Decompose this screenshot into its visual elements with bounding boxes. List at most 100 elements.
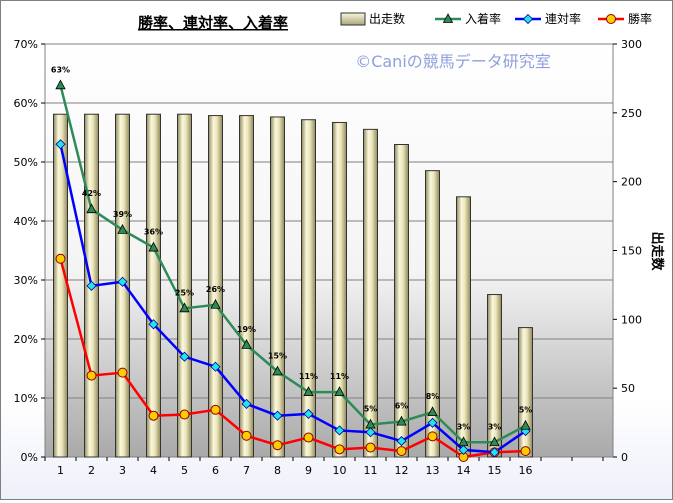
marker-triangle [55,79,66,90]
marker-diamond [148,319,159,330]
marker-diamond [117,276,128,287]
marker-triangle [365,418,376,429]
x-tick-label: 15 [488,464,502,477]
marker-diamond [365,427,376,438]
legend-label: 連対率 [545,11,581,26]
marker-diamond [86,280,97,291]
data-label: 39% [113,210,132,219]
bar [363,128,378,458]
data-label: 3% [488,422,502,431]
bar [146,113,161,458]
y-tick-label: 0% [21,451,38,464]
x-tick-label: 16 [519,464,533,477]
y2-tick-label: 250 [621,107,642,120]
marker-diamond [179,351,190,362]
line-series: 63% 42% 39% 36% 25% 26% 19% 15% 11% 11% 5% 6% 8% 3% 3%… [51,65,533,462]
y-tick-label: 60% [14,97,38,110]
marker-triangle [489,436,500,447]
data-label: 6% [395,402,409,411]
marker-triangle [427,406,438,417]
y2-tick-label: 50 [621,382,635,395]
data-label: 36% [144,228,163,237]
bar [487,294,502,458]
marker-circle [210,404,221,415]
marker-triangle [458,436,469,447]
bar [332,121,347,458]
bar [456,196,471,458]
legend-label: 勝率 [628,11,652,26]
data-label: 5% [364,405,378,414]
y-tick-label: 10% [14,392,38,405]
marker-circle [117,367,128,378]
y2-tick-label: 150 [621,245,642,258]
x-tick-label: 2 [88,464,95,477]
x-tick-label: 5 [181,464,188,477]
marker-diamond [458,444,469,455]
series-line [59,84,527,444]
marker-diamond [210,361,221,372]
data-label: 3% [457,422,471,431]
marker-triangle [179,302,190,313]
x-tick-label: 7 [243,464,250,477]
marker-circle [365,442,376,453]
marker-circle [520,446,531,457]
marker-circle [427,431,438,442]
legend: 出走数 入着率 連対率 勝率 [340,11,652,26]
legend-marker [442,13,454,23]
marker-diamond [334,425,345,436]
axes: 0% 10% 20% 30% 40% 50% 60% 70% 0 50 100 150 200 250 30… [14,38,642,477]
legend-label: 出走数 [369,11,405,26]
marker-circle [241,430,252,441]
series-line [59,144,527,454]
series-line [59,258,526,459]
y-tick-label: 70% [14,38,38,51]
data-label: 15% [268,351,287,360]
bar [518,327,533,458]
marker-circle [396,446,407,457]
data-label: 11% [299,372,318,381]
marker-diamond [396,436,407,447]
marker-circle [179,409,190,420]
marker-diamond [55,139,66,150]
marker-circle [86,370,97,381]
marker-triangle [210,298,221,309]
marker-circle [303,432,314,443]
marker-triangle [334,386,345,397]
x-tick-label: 3 [119,464,126,477]
legend-label: 入着率 [465,11,501,26]
marker-triangle [272,365,283,376]
y-tick-label: 20% [14,333,38,346]
y2-tick-label: 200 [621,176,642,189]
data-label: 63% [51,65,70,74]
marker-diamond [241,398,252,409]
x-tick-label: 11 [364,464,378,477]
marker-triangle [148,241,159,252]
legend-marker [606,14,616,24]
watermark: ©Caniの競馬データ研究室 [355,52,551,71]
marker-triangle [117,223,128,234]
marker-diamond [272,410,283,421]
bar [177,113,192,458]
x-tick-label: 8 [274,464,281,477]
data-label: 42% [82,189,101,198]
data-label: 11% [330,372,349,381]
marker-circle [148,410,159,421]
bar [239,115,254,458]
x-tick-label: 1 [57,464,64,477]
marker-triangle [86,203,97,214]
marker-triangle [520,419,531,430]
data-label: 5% [519,406,533,415]
y-tick-label: 30% [14,274,38,287]
marker-circle [334,444,345,455]
marker-circle [55,253,66,264]
x-tick-label: 4 [150,464,157,477]
x-tick-label: 13 [426,464,440,477]
y2-axis-label: 出走数 [649,231,665,271]
data-label: 19% [237,325,256,334]
bar [270,116,285,458]
marker-triangle [241,339,252,349]
data-label: 25% [175,288,194,297]
y-tick-label: 50% [14,156,38,169]
bar [425,170,440,458]
